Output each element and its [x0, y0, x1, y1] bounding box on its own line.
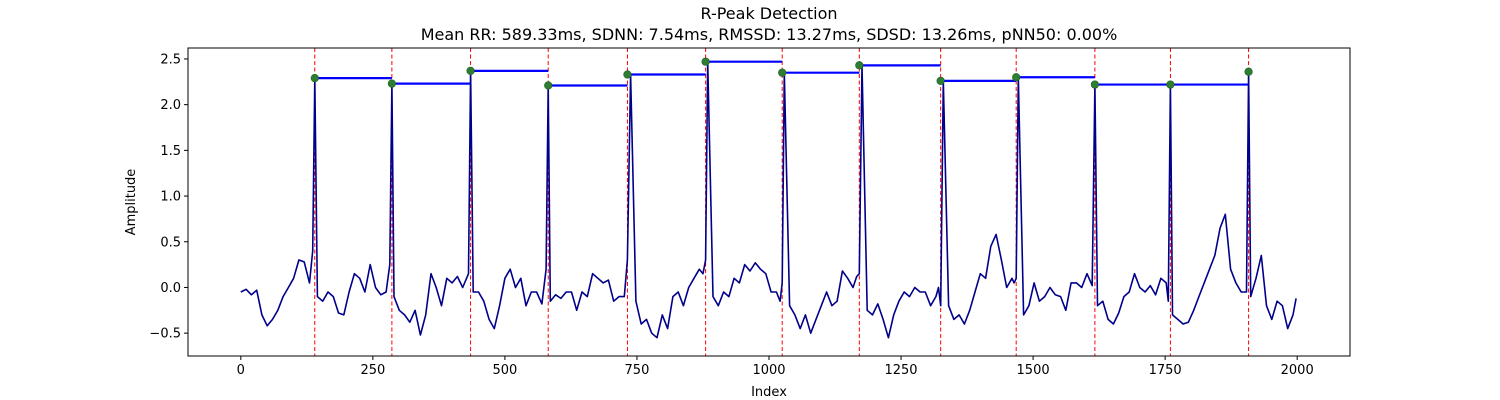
x-tick-label: 1250: [884, 363, 917, 378]
rr-segments-layer: [314, 60, 1249, 87]
x-tick-label: 750: [625, 363, 650, 378]
y-axis-label: Amplitude: [124, 169, 139, 236]
peak-marker: [701, 57, 710, 66]
y-axis: −0.5 0.0 0.5 1.0 1.5 2.0 2.5: [149, 52, 188, 342]
x-tick-label: 0: [237, 363, 245, 378]
x-axis: 0 250 500 750 1000 1250 1500 1750 2000: [237, 356, 1314, 378]
peak-marker: [1012, 73, 1021, 82]
signal-layer: [240, 60, 1297, 339]
peak-lines-layer: [314, 48, 1250, 356]
x-tick-label: 500: [492, 363, 517, 378]
peak-marker: [623, 70, 632, 79]
y-tick-label: 2.5: [160, 52, 181, 67]
peak-marker: [466, 66, 475, 75]
y-tick-label: −0.5: [149, 327, 181, 342]
plot-frame: [187, 47, 1351, 357]
peak-marker: [778, 68, 787, 77]
x-tick-label: 1000: [752, 363, 785, 378]
x-tick-label: 250: [360, 363, 385, 378]
y-tick-label: 1.0: [160, 190, 181, 205]
chart-title: R-Peak Detection: [700, 4, 837, 23]
x-tick-label: 2000: [1281, 363, 1314, 378]
peak-marker: [310, 74, 319, 83]
ecg-signal-line: [240, 60, 1297, 339]
y-tick-label: 1.5: [160, 144, 181, 159]
peak-marker: [855, 61, 864, 70]
peak-marker: [1244, 67, 1253, 76]
y-tick-label: 2.0: [160, 98, 181, 113]
peak-marker: [387, 79, 396, 88]
peak-marker: [1090, 80, 1099, 89]
peak-marker: [936, 76, 945, 86]
chart-subtitle: Mean RR: 589.33ms, SDNN: 7.54ms, RMSSD: …: [421, 25, 1118, 44]
y-tick-label: 0.0: [160, 281, 181, 296]
x-tick-label: 1500: [1017, 363, 1050, 378]
x-tick-label: 1750: [1149, 363, 1182, 378]
peak-marker: [1166, 80, 1175, 89]
peak-marker: [544, 81, 553, 90]
x-axis-label: Index: [751, 385, 787, 400]
y-tick-label: 0.5: [160, 235, 181, 250]
peak-markers-layer: [310, 57, 1253, 90]
